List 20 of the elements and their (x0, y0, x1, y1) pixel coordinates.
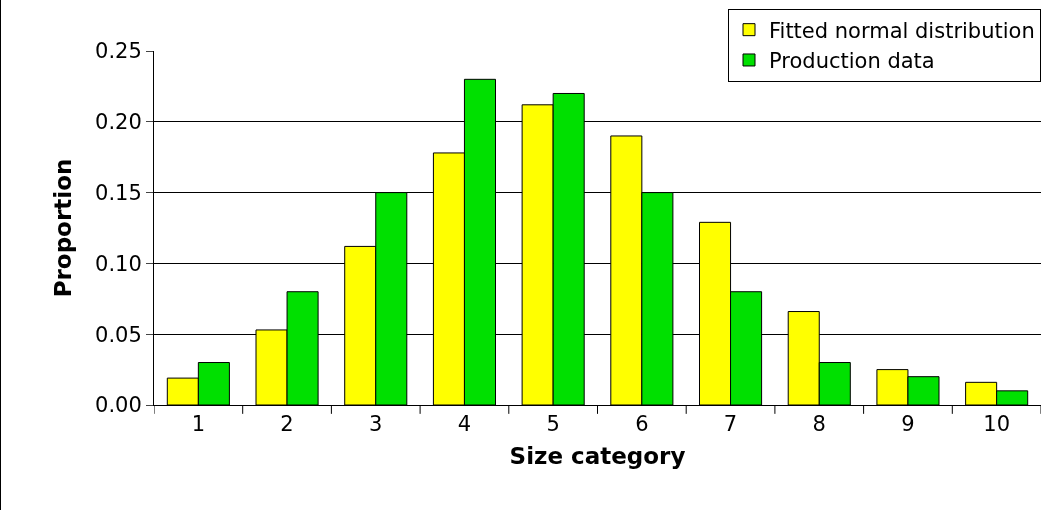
legend-label: Fitted normal distribution (769, 18, 1035, 43)
x-tick-label: 2 (280, 412, 294, 437)
y-tick-label: 0.10 (95, 251, 142, 276)
legend-label: Production data (769, 49, 935, 74)
x-axis-title: Size category (509, 442, 686, 469)
x-tick-label: 4 (457, 412, 472, 437)
y-tick-label: 0.15 (95, 180, 142, 205)
y-tick-label: 0.00 (95, 393, 142, 418)
y-tick-label: 0.25 (95, 39, 142, 64)
x-tick-label: 6 (635, 412, 649, 437)
x-tick-label: 8 (812, 412, 826, 437)
x-tick-label: 10 (983, 412, 1011, 437)
x-tick-label: 1 (191, 412, 206, 437)
x-tick-label: 7 (723, 412, 738, 437)
x-tick-label: 9 (901, 412, 915, 437)
y-tick-label: 0.05 (95, 322, 142, 347)
y-axis-title: Proportion (50, 158, 77, 298)
y-tick-label: 0.20 (95, 110, 142, 135)
x-tick-label: 5 (546, 412, 560, 437)
x-tick-label: 3 (369, 412, 383, 437)
